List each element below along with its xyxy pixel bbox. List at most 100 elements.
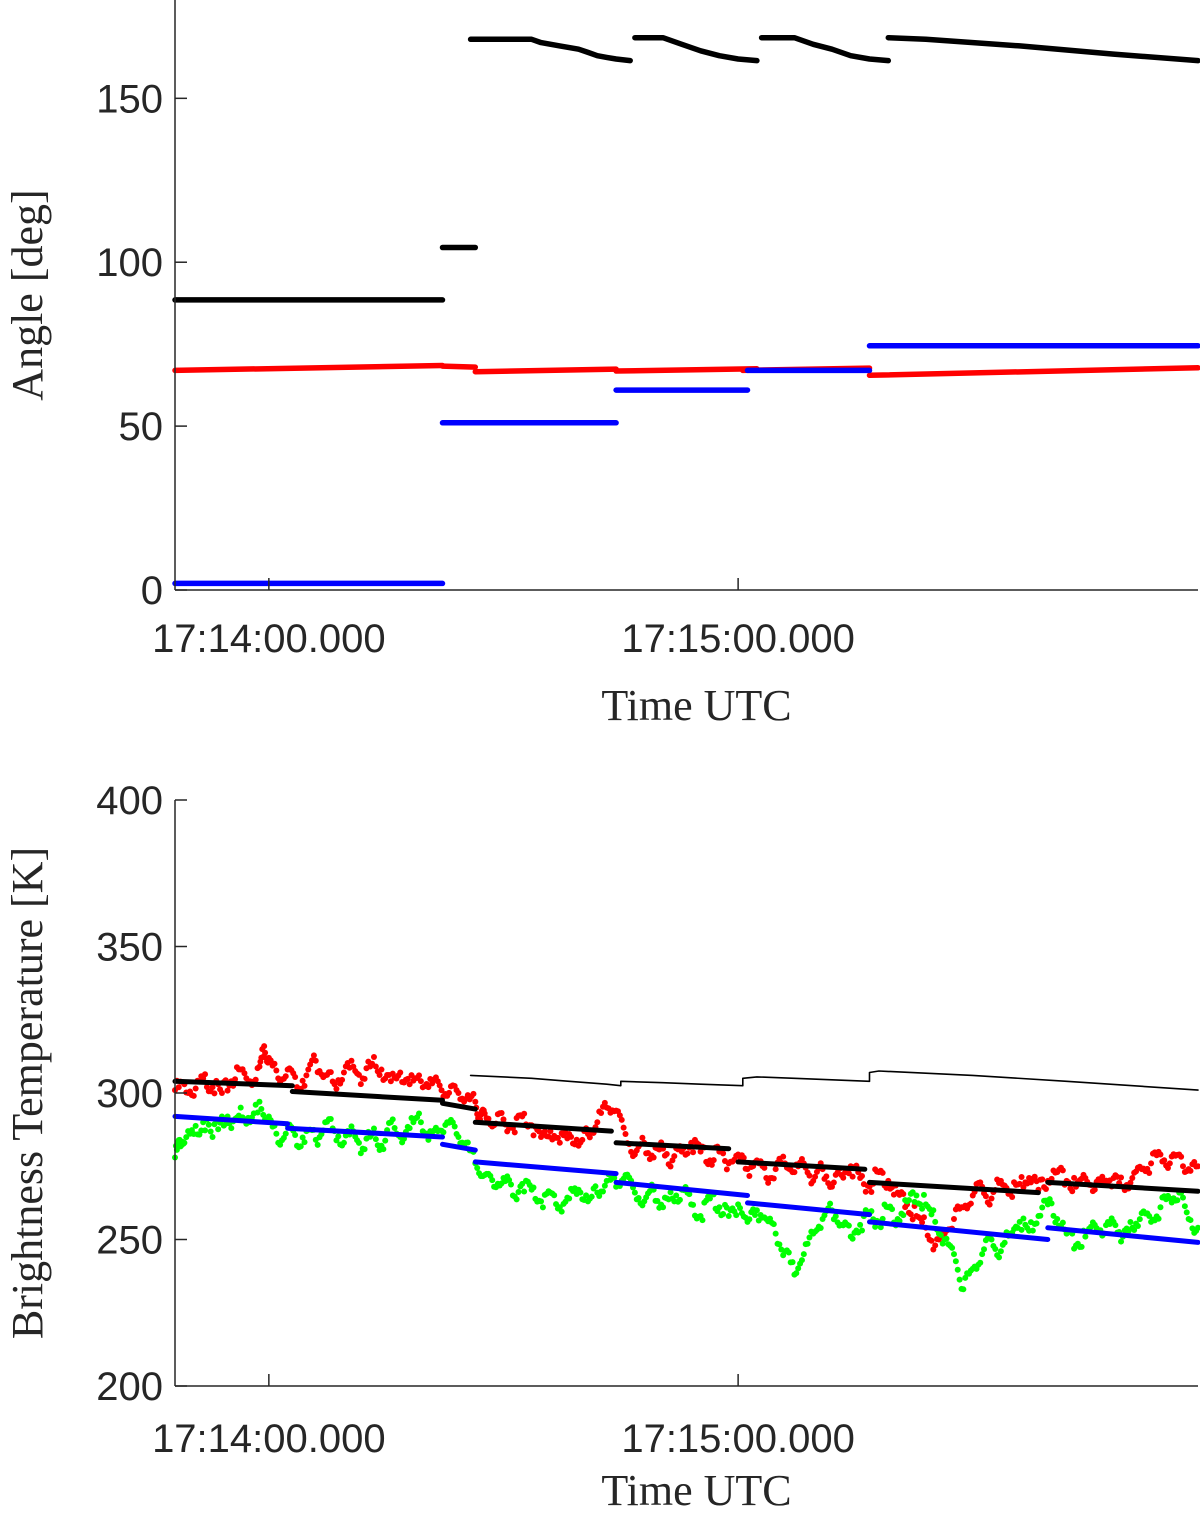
data-point: [507, 1181, 514, 1188]
data-point: [716, 1204, 723, 1211]
data-point: [327, 1069, 334, 1076]
data-point: [1054, 1215, 1061, 1222]
data-point: [406, 1081, 413, 1088]
data-point: [798, 1257, 805, 1264]
data-point: [859, 1227, 866, 1234]
series-segment: [758, 34, 892, 64]
data-point: [215, 1126, 222, 1133]
data-point: [772, 1166, 779, 1173]
data-point: [667, 1163, 674, 1170]
data-point: [671, 1153, 678, 1160]
data-point: [785, 1249, 792, 1256]
data-point: [1131, 1226, 1138, 1233]
data-point: [770, 1175, 777, 1182]
data-point: [920, 1214, 927, 1221]
data-point: [181, 1139, 188, 1146]
data-point: [474, 1165, 481, 1172]
data-point: [192, 1085, 199, 1092]
data-point: [1191, 1158, 1198, 1165]
x-axis-label: Time UTC: [601, 681, 791, 730]
data-point: [292, 1132, 299, 1139]
data-point: [840, 1174, 847, 1181]
data-point: [1136, 1216, 1143, 1223]
data-point: [616, 1112, 623, 1119]
data-point: [372, 1136, 379, 1143]
data-point: [746, 1172, 753, 1179]
series-0: [172, 34, 1200, 303]
data-point: [710, 1157, 717, 1164]
data-point: [387, 1078, 394, 1085]
data-point: [207, 1128, 214, 1135]
data-point: [339, 1076, 346, 1083]
data-point: [175, 1084, 182, 1091]
x-tick-label: 17:15:00.000: [621, 617, 855, 661]
data-point: [877, 1224, 884, 1231]
data-point: [224, 1087, 231, 1094]
data-point: [919, 1205, 926, 1212]
data-point: [416, 1072, 423, 1079]
data-point: [1178, 1153, 1185, 1160]
data-point: [663, 1150, 670, 1157]
data-point: [312, 1057, 319, 1064]
data-point: [190, 1092, 197, 1099]
data-point: [988, 1195, 995, 1202]
data-point: [254, 1109, 261, 1116]
data-point: [690, 1149, 697, 1156]
data-point: [635, 1195, 642, 1202]
data-point: [391, 1124, 398, 1131]
series-group: [172, 1043, 1200, 1293]
data-point: [258, 1106, 265, 1113]
data-point: [697, 1148, 704, 1155]
data-point: [335, 1133, 342, 1140]
data-point: [327, 1116, 334, 1123]
data-point: [806, 1234, 813, 1241]
data-point: [872, 1223, 879, 1230]
data-point: [1166, 1160, 1173, 1167]
data-point: [943, 1235, 950, 1242]
data-point: [907, 1211, 914, 1218]
data-point: [845, 1222, 852, 1229]
data-point: [740, 1154, 747, 1161]
data-point: [1031, 1173, 1038, 1180]
data-point: [770, 1221, 777, 1228]
series-segment: [867, 1219, 1051, 1242]
data-point: [1174, 1197, 1181, 1204]
data-point: [485, 1115, 492, 1122]
data-point: [932, 1218, 939, 1225]
data-point: [780, 1153, 787, 1160]
data-point: [708, 1161, 715, 1168]
data-point: [986, 1201, 993, 1208]
brightness-temperature-plot: 200 250 300 350 400 17:14:00.000 17:15:00.000 T…: [3, 779, 1200, 1515]
data-point: [667, 1189, 674, 1196]
data-point: [765, 1179, 772, 1186]
data-point: [905, 1197, 912, 1204]
series-segment: [472, 366, 619, 375]
data-point: [789, 1259, 796, 1266]
data-point: [357, 1081, 364, 1088]
data-point: [252, 1076, 259, 1083]
series-segment: [613, 1179, 750, 1198]
data-point: [397, 1069, 404, 1076]
data-point: [1048, 1200, 1055, 1207]
data-point: [378, 1066, 385, 1073]
data-point: [1164, 1164, 1171, 1171]
data-point: [228, 1125, 235, 1132]
series-segment: [172, 1113, 291, 1127]
data-point: [554, 1134, 561, 1141]
series-segment: [613, 366, 760, 374]
data-point: [389, 1116, 396, 1123]
data-point: [218, 1090, 225, 1096]
data-point: [551, 1192, 558, 1199]
series-segment: [745, 1200, 872, 1218]
data-point: [446, 1089, 453, 1096]
data-point: [1187, 1217, 1194, 1224]
data-point: [791, 1169, 798, 1176]
data-point: [355, 1139, 362, 1146]
series-segment: [172, 1078, 295, 1089]
series-3: [172, 1078, 1200, 1196]
data-point: [795, 1265, 802, 1272]
data-point: [1059, 1219, 1066, 1226]
data-point: [919, 1219, 926, 1226]
y-tick-label: 200: [96, 1365, 163, 1409]
